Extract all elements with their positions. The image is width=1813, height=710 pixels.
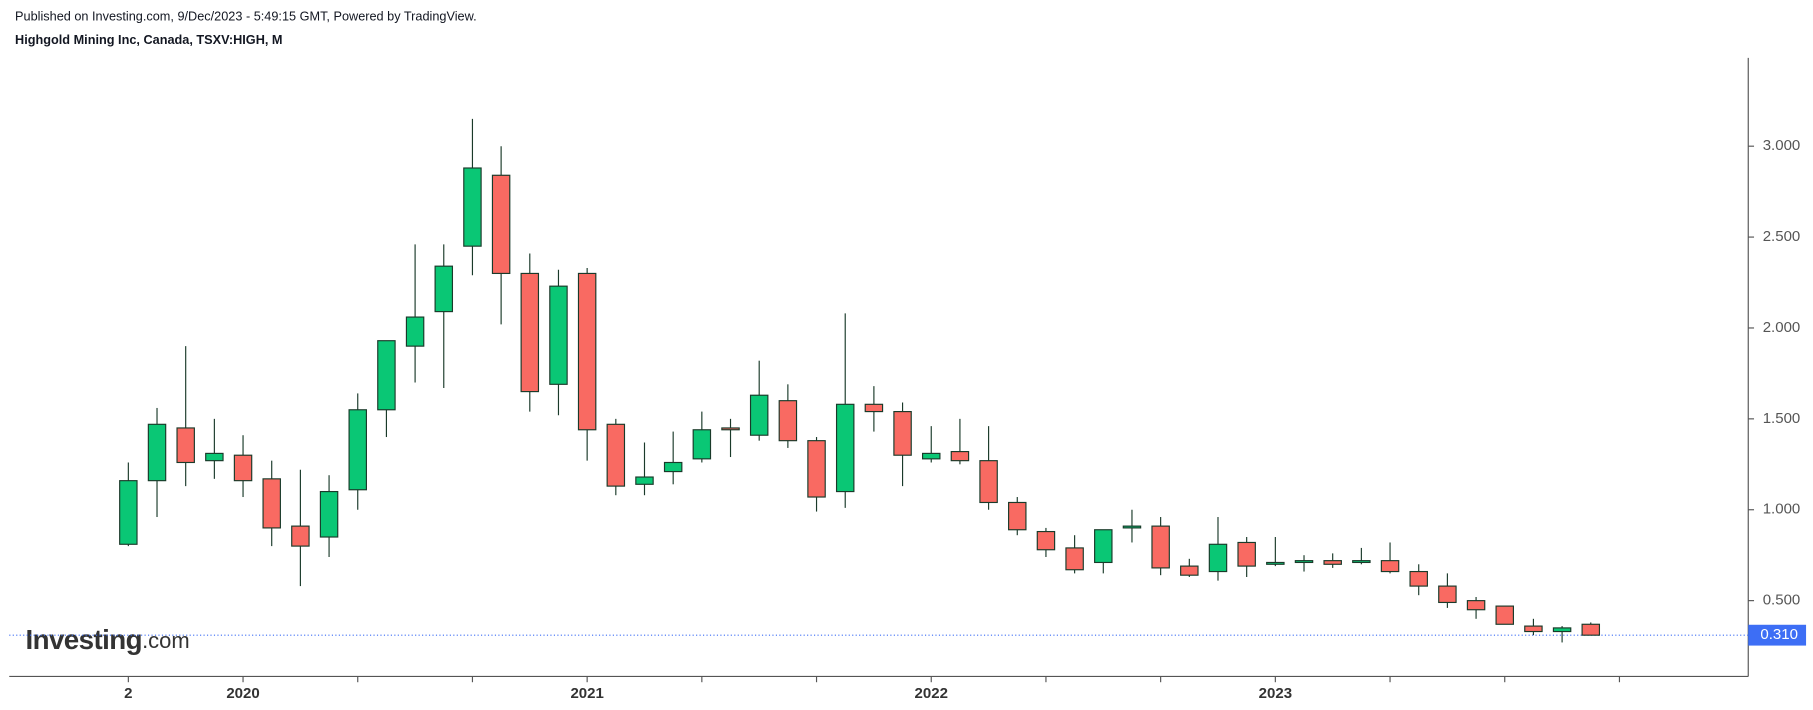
candle-body bbox=[1323, 560, 1342, 565]
candle-body bbox=[1352, 560, 1371, 564]
candle-body bbox=[692, 429, 712, 460]
candle-body bbox=[663, 461, 683, 473]
candle-body bbox=[1409, 570, 1428, 587]
x-tick-label: 2020 bbox=[226, 685, 259, 702]
candle-body bbox=[434, 265, 454, 313]
y-tick-label: 2.000 bbox=[1763, 319, 1801, 336]
candle-body bbox=[205, 452, 224, 462]
candle-body bbox=[721, 427, 740, 431]
y-tick-label: 1.500 bbox=[1763, 410, 1801, 427]
y-tick-label: 3.000 bbox=[1763, 137, 1801, 154]
candle-body bbox=[1180, 565, 1199, 576]
watermark-brand: Investing bbox=[25, 624, 142, 655]
candle-body bbox=[1380, 560, 1400, 573]
candle-body bbox=[893, 411, 912, 456]
published-note: Published on Investing.com, 9/Dec/2023 -… bbox=[15, 9, 477, 24]
candle-body bbox=[1065, 547, 1084, 571]
candle-body bbox=[147, 423, 167, 482]
candle-body bbox=[463, 167, 482, 247]
candle-body bbox=[491, 174, 511, 275]
y-tick-label: 2.500 bbox=[1763, 228, 1801, 245]
x-tick-label: 2 bbox=[124, 685, 132, 702]
watermark: Investing.com bbox=[25, 624, 189, 655]
candle-body bbox=[1208, 543, 1228, 573]
candle-body bbox=[778, 400, 798, 442]
candle-body bbox=[1438, 585, 1457, 604]
candle-body bbox=[835, 403, 855, 493]
candle-body bbox=[979, 460, 998, 504]
candle-body bbox=[1151, 525, 1170, 569]
watermark-suffix: .com bbox=[142, 628, 190, 653]
last-price-label: 0.310 bbox=[1760, 626, 1798, 643]
y-tick-label: 1.000 bbox=[1763, 501, 1801, 518]
candle-body bbox=[1581, 623, 1601, 636]
candle-body bbox=[577, 272, 597, 431]
candle-body bbox=[348, 409, 367, 491]
candle-body bbox=[606, 423, 626, 487]
candle-body bbox=[1552, 627, 1572, 633]
candle-body bbox=[520, 272, 540, 393]
candle-body bbox=[291, 525, 310, 547]
candle-body bbox=[1466, 600, 1486, 611]
candle-body bbox=[1266, 561, 1285, 565]
candle-body bbox=[119, 480, 138, 545]
last-price-box bbox=[1748, 624, 1807, 646]
candle-body bbox=[1237, 541, 1256, 567]
candle-body bbox=[950, 450, 970, 462]
candle-body bbox=[1094, 529, 1113, 564]
candle-body bbox=[176, 427, 195, 464]
candle-body bbox=[635, 476, 654, 485]
candle-body bbox=[319, 490, 339, 538]
candle-body bbox=[262, 478, 281, 529]
x-tick-label: 2023 bbox=[1259, 685, 1292, 702]
x-tick-label: 2021 bbox=[570, 685, 603, 702]
candle-body bbox=[377, 340, 396, 411]
candle-body bbox=[1495, 605, 1514, 625]
candle-body bbox=[549, 285, 568, 385]
candle-body bbox=[233, 454, 253, 482]
x-tick-label: 2022 bbox=[915, 685, 948, 702]
candle-body bbox=[1524, 625, 1543, 633]
candle-body bbox=[864, 403, 884, 413]
candle-body bbox=[807, 440, 826, 498]
candle-body bbox=[921, 452, 941, 460]
instrument-title: Highgold Mining Inc, Canada, TSXV:HIGH, … bbox=[15, 32, 282, 47]
candle-body bbox=[1036, 530, 1056, 551]
candle-body bbox=[1122, 525, 1142, 529]
candle-body bbox=[1294, 560, 1314, 564]
candle-body bbox=[749, 394, 769, 436]
candle-body bbox=[405, 316, 425, 347]
candle-body bbox=[1008, 501, 1027, 531]
y-tick-label: 0.500 bbox=[1763, 592, 1801, 609]
